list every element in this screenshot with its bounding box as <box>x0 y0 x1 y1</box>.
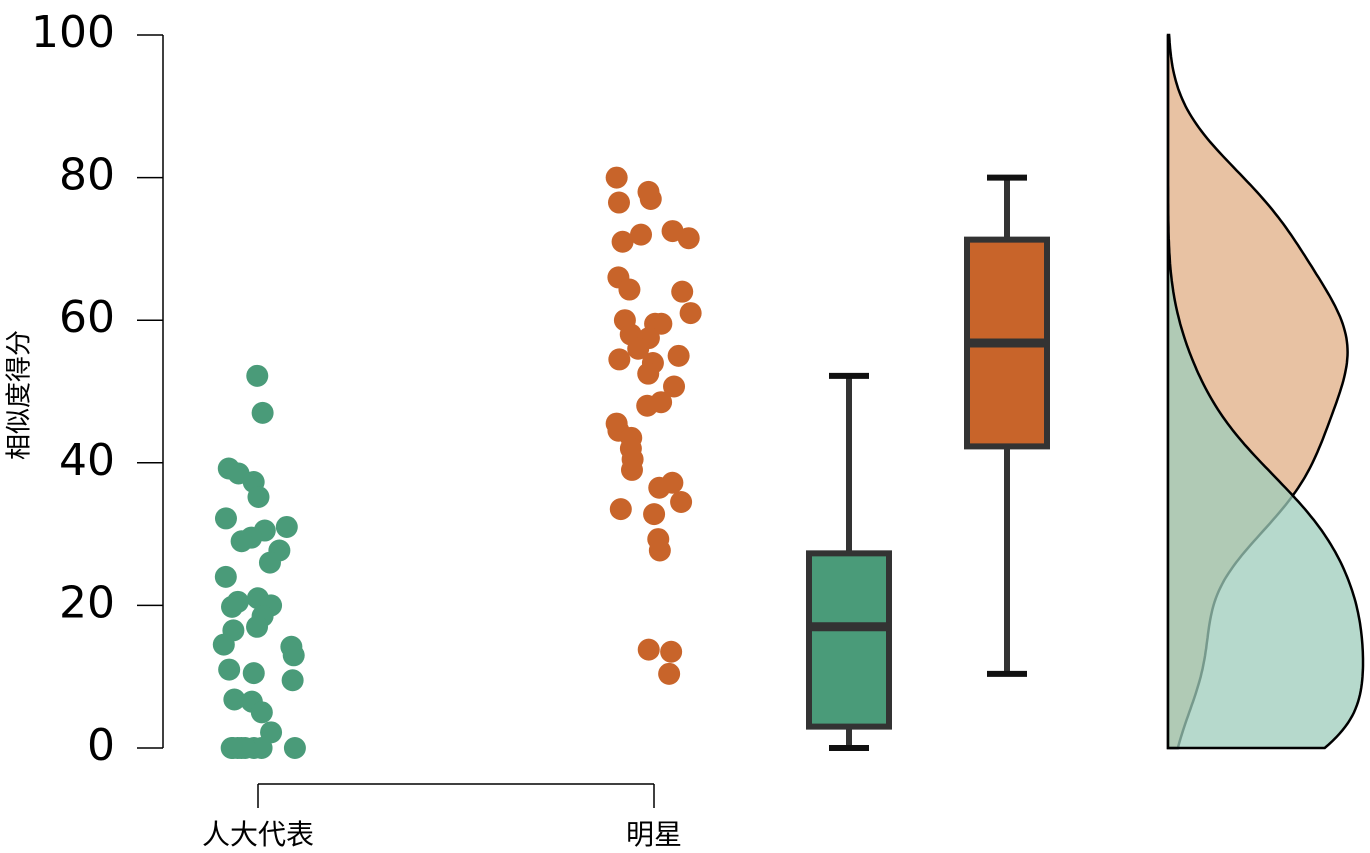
data-point <box>258 551 281 574</box>
data-point <box>212 633 235 656</box>
data-point <box>214 565 237 588</box>
data-point <box>605 166 628 189</box>
data-point <box>679 302 702 325</box>
density <box>1166 35 1365 750</box>
data-point <box>667 344 690 367</box>
data-point <box>611 230 634 253</box>
data-point <box>637 638 660 661</box>
data-point <box>283 737 306 759</box>
data-point <box>250 737 273 759</box>
data-point <box>246 364 269 387</box>
data-point <box>630 223 653 246</box>
data-point <box>282 644 305 667</box>
y-tick-label: 40 <box>59 435 115 486</box>
y-tick-label: 60 <box>59 292 115 343</box>
data-point <box>643 503 666 526</box>
data-point <box>275 515 298 538</box>
x-tick-label: 人大代表 <box>202 818 314 851</box>
data-point <box>223 688 246 711</box>
data-point <box>609 498 632 521</box>
data-point <box>251 401 274 424</box>
y-axis-label: 相似度得分 <box>5 330 35 460</box>
data-point <box>637 362 660 385</box>
y-tick-label: 100 <box>31 7 115 58</box>
data-point <box>677 227 700 250</box>
y-tick-label: 20 <box>59 577 115 628</box>
data-point <box>607 191 630 214</box>
data-point <box>246 615 269 638</box>
data-point <box>648 539 671 562</box>
data-point <box>221 595 244 618</box>
data-point <box>658 662 681 685</box>
data-point <box>648 476 671 499</box>
data-point <box>660 640 683 663</box>
data-point <box>620 458 643 481</box>
data-point <box>281 669 304 692</box>
data-point <box>218 658 241 681</box>
data-point <box>220 737 243 759</box>
data-point <box>250 701 273 724</box>
data-point <box>608 348 631 371</box>
data-point <box>214 507 237 530</box>
box <box>806 550 892 730</box>
data-point <box>671 280 694 303</box>
data-point <box>636 394 659 417</box>
y-tick-label: 0 <box>87 720 115 771</box>
data-point <box>639 187 662 210</box>
data-point <box>247 486 270 509</box>
data-point <box>663 375 686 398</box>
data-point <box>650 312 673 335</box>
y-tick-label: 80 <box>59 150 115 201</box>
data-point <box>627 337 650 360</box>
data-point <box>670 491 693 514</box>
data-point <box>242 662 265 685</box>
data-point <box>230 530 253 553</box>
data-point <box>618 278 641 301</box>
x-tick-label: 明星 <box>626 818 682 851</box>
